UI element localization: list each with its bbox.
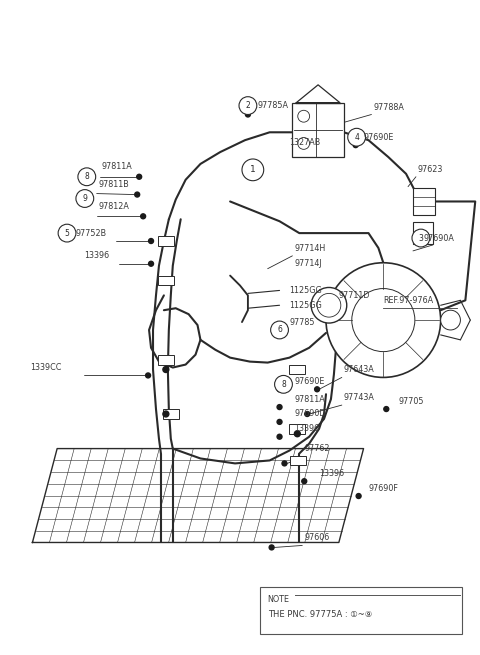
Text: 97690A: 97690A bbox=[424, 234, 455, 242]
Circle shape bbox=[412, 229, 430, 247]
Bar bbox=[413, 187, 435, 215]
Bar bbox=[158, 276, 174, 286]
Text: 13396: 13396 bbox=[319, 469, 344, 477]
Circle shape bbox=[314, 387, 320, 392]
Bar bbox=[292, 103, 344, 157]
Text: 1339CC: 1339CC bbox=[30, 363, 62, 372]
Circle shape bbox=[239, 97, 257, 115]
Circle shape bbox=[356, 494, 361, 498]
Text: 9: 9 bbox=[83, 194, 87, 203]
Circle shape bbox=[277, 434, 282, 440]
Bar bbox=[158, 354, 174, 365]
Circle shape bbox=[298, 110, 310, 122]
Text: 97690E: 97690E bbox=[363, 133, 394, 141]
Text: 8: 8 bbox=[84, 172, 89, 181]
Text: 97811A: 97811A bbox=[294, 395, 325, 403]
Text: 97752B: 97752B bbox=[76, 229, 107, 238]
Circle shape bbox=[163, 411, 169, 417]
Text: 2: 2 bbox=[246, 101, 250, 110]
Text: 97606: 97606 bbox=[304, 533, 329, 542]
Circle shape bbox=[441, 310, 460, 330]
Circle shape bbox=[245, 112, 251, 117]
Bar bbox=[158, 236, 174, 246]
Circle shape bbox=[282, 461, 287, 466]
Text: 97811A: 97811A bbox=[102, 162, 132, 172]
Bar bbox=[290, 455, 306, 466]
Text: 97711D: 97711D bbox=[339, 291, 371, 300]
Text: 97690D: 97690D bbox=[294, 409, 326, 419]
Bar bbox=[163, 409, 179, 419]
Circle shape bbox=[277, 419, 282, 424]
Circle shape bbox=[78, 168, 96, 185]
Circle shape bbox=[305, 411, 310, 417]
Text: 1: 1 bbox=[250, 165, 256, 174]
Text: 97705: 97705 bbox=[398, 397, 424, 405]
Circle shape bbox=[277, 387, 282, 392]
Circle shape bbox=[353, 143, 358, 147]
Circle shape bbox=[348, 128, 366, 146]
Text: 1327AB: 1327AB bbox=[289, 138, 321, 147]
Text: 1125GG: 1125GG bbox=[289, 301, 322, 310]
Bar bbox=[289, 365, 305, 375]
Circle shape bbox=[76, 189, 94, 208]
Text: THE PNC. 97775A : ①~⑨: THE PNC. 97775A : ①~⑨ bbox=[268, 610, 372, 619]
Bar bbox=[289, 424, 305, 434]
Text: 97743A: 97743A bbox=[344, 393, 375, 402]
Circle shape bbox=[311, 288, 347, 323]
Text: 97812A: 97812A bbox=[99, 202, 130, 211]
Circle shape bbox=[269, 545, 274, 550]
Bar bbox=[260, 587, 462, 635]
Text: REF.97-976A: REF.97-976A bbox=[384, 296, 433, 305]
Text: 3: 3 bbox=[419, 234, 423, 242]
Circle shape bbox=[302, 479, 307, 483]
Circle shape bbox=[294, 431, 300, 437]
Text: 97714J: 97714J bbox=[294, 259, 322, 269]
Text: 97623: 97623 bbox=[418, 165, 444, 174]
Circle shape bbox=[277, 405, 282, 409]
Text: 8: 8 bbox=[281, 380, 286, 389]
Circle shape bbox=[145, 373, 151, 378]
Circle shape bbox=[298, 138, 310, 149]
Text: 97643A: 97643A bbox=[344, 365, 374, 374]
Circle shape bbox=[352, 289, 415, 352]
Circle shape bbox=[135, 192, 140, 197]
Text: 5: 5 bbox=[65, 229, 70, 238]
Circle shape bbox=[149, 261, 154, 266]
Text: 97762: 97762 bbox=[304, 444, 330, 453]
Circle shape bbox=[141, 214, 145, 219]
Circle shape bbox=[271, 321, 288, 339]
Circle shape bbox=[163, 367, 169, 373]
Text: 97811B: 97811B bbox=[99, 180, 130, 189]
Circle shape bbox=[326, 263, 441, 377]
Bar bbox=[413, 222, 433, 244]
Text: 97788A: 97788A bbox=[373, 103, 404, 112]
Circle shape bbox=[149, 238, 154, 244]
Text: 97690F: 97690F bbox=[369, 483, 398, 493]
Text: 6: 6 bbox=[277, 326, 282, 335]
Circle shape bbox=[275, 375, 292, 393]
Text: 13396: 13396 bbox=[84, 252, 109, 260]
Text: 4: 4 bbox=[354, 133, 359, 141]
Text: 97785A: 97785A bbox=[258, 101, 289, 110]
Circle shape bbox=[317, 293, 341, 317]
Circle shape bbox=[384, 407, 389, 411]
Text: 97690E: 97690E bbox=[294, 377, 325, 386]
Text: 1125GG: 1125GG bbox=[289, 286, 322, 295]
Circle shape bbox=[137, 174, 142, 179]
Text: 13396: 13396 bbox=[294, 424, 320, 434]
Circle shape bbox=[58, 224, 76, 242]
Text: 97714H: 97714H bbox=[294, 244, 325, 253]
Text: NOTE: NOTE bbox=[268, 595, 289, 604]
Text: 97785: 97785 bbox=[289, 318, 315, 327]
Circle shape bbox=[242, 159, 264, 181]
